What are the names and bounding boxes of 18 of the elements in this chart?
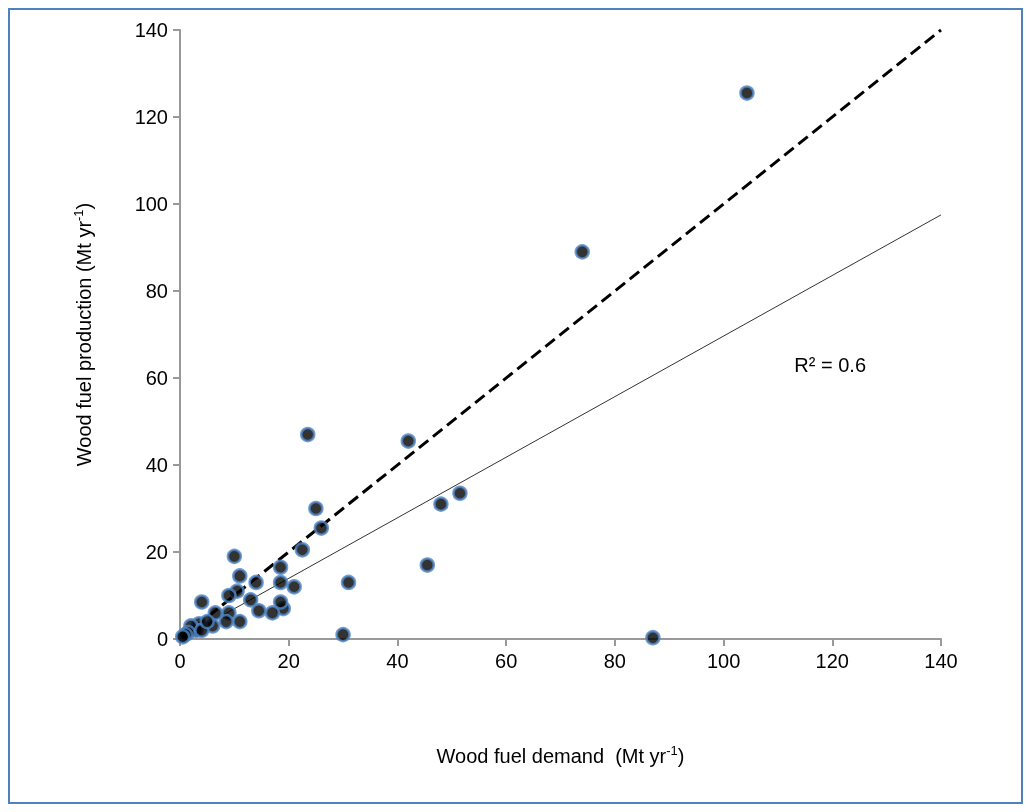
x-tick-label: 80: [603, 650, 626, 672]
y-tick-label: 20: [145, 541, 168, 563]
x-tick-label: 60: [495, 650, 518, 672]
x-tick-label: 140: [924, 650, 958, 672]
x-tick-label: 100: [706, 650, 741, 672]
y-tick-label: 100: [134, 193, 168, 215]
x-tick-label: 120: [815, 650, 849, 672]
y-tick-label: 40: [145, 454, 168, 476]
y-axis-title: Wood fuel production (Mt yr-1): [71, 202, 95, 467]
y-tick-label: 0: [156, 628, 168, 650]
y-tick-label: 80: [145, 280, 168, 302]
x-tick-label: 20: [277, 650, 300, 672]
y-tick-label: 60: [145, 367, 168, 389]
annotation: R² = 0.6: [794, 354, 866, 376]
x-tick-label: 40: [386, 650, 409, 672]
y-tick-label: 140: [134, 19, 168, 41]
y-tick-label: 120: [134, 106, 168, 128]
x-tick-label: 0: [174, 650, 186, 672]
